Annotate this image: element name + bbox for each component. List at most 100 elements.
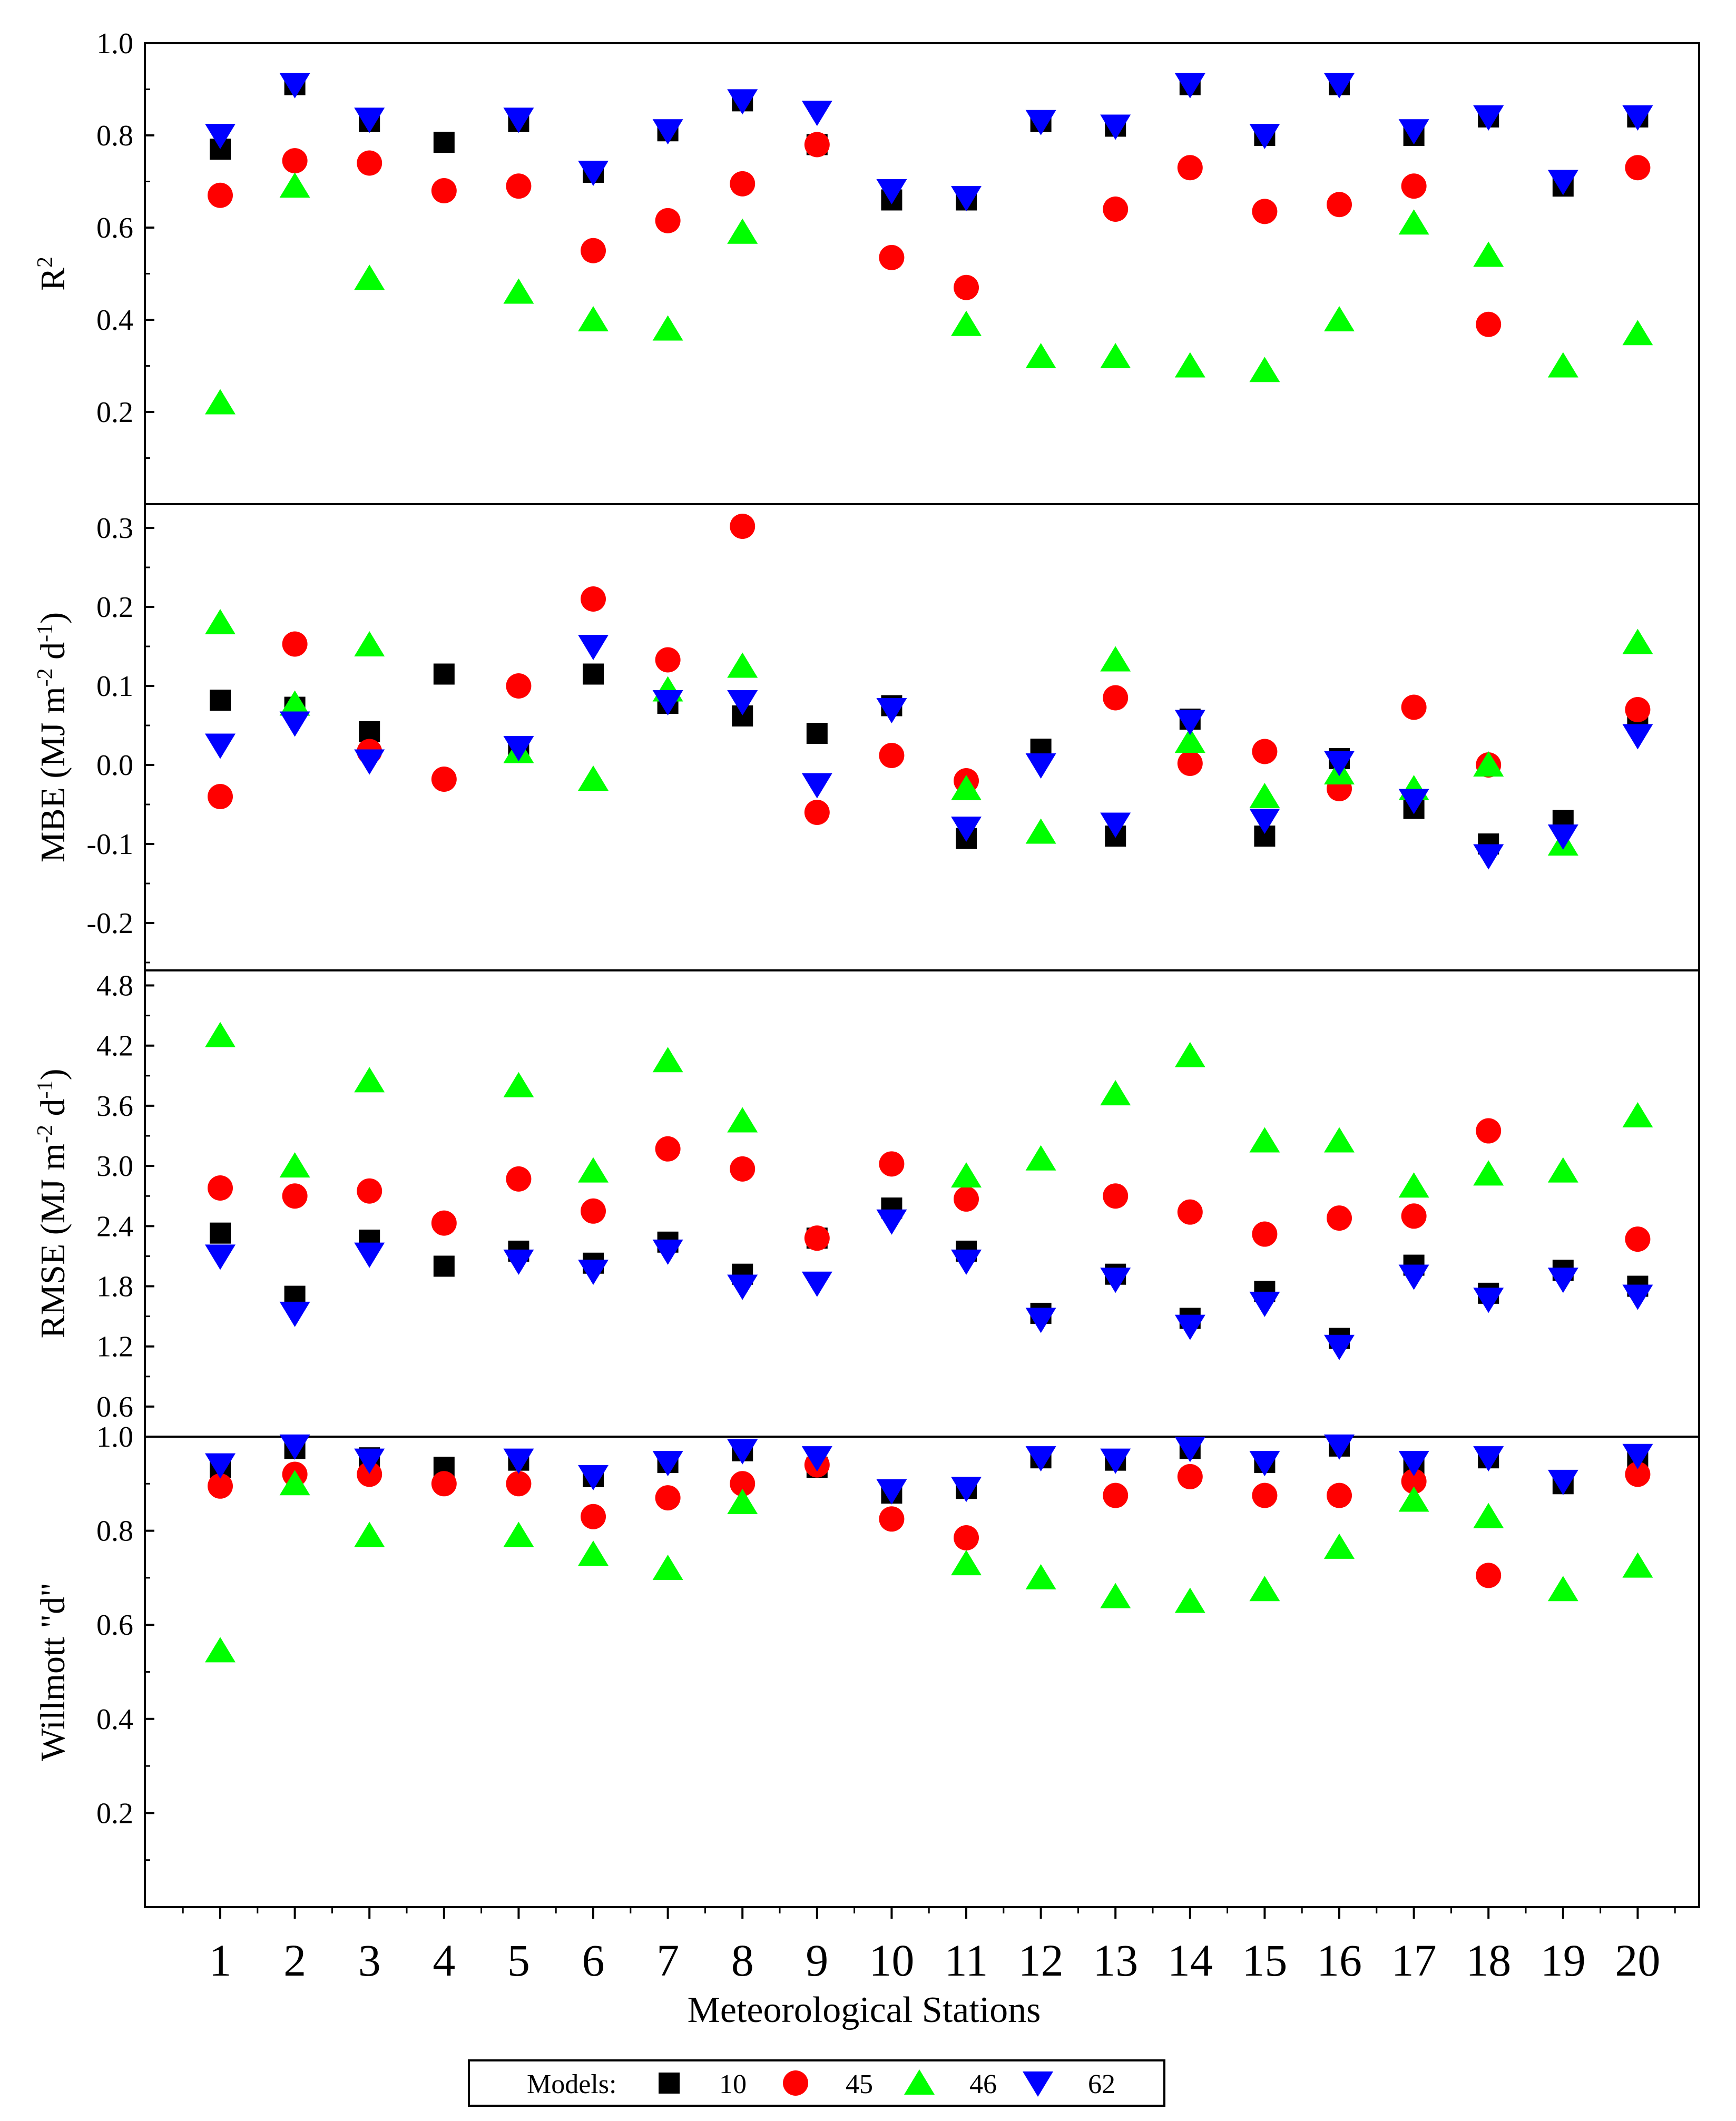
point-model-46-station-7 — [652, 315, 683, 341]
legend-box — [468, 2059, 1165, 2107]
y-tick-label: 0.2 — [96, 1797, 133, 1830]
point-model-46-station-15 — [1249, 357, 1280, 382]
panel-frame — [144, 1436, 1700, 1908]
point-model-62-station-11 — [951, 1477, 982, 1503]
point-model-45-station-15 — [1252, 1482, 1278, 1508]
point-model-45-station-7 — [655, 1485, 681, 1511]
series-62 — [205, 1209, 1653, 1360]
point-model-46-station-19 — [1547, 352, 1578, 378]
point-model-62-station-13 — [1100, 1268, 1131, 1293]
point-model-45-station-14 — [1177, 155, 1203, 181]
point-model-45-station-4 — [431, 767, 457, 792]
legend-title: Models: — [527, 2069, 616, 2099]
x-axis-label: Meteorological Stations — [688, 1990, 1041, 2030]
point-model-62-station-9 — [801, 1446, 832, 1472]
point-model-62-station-10 — [876, 1479, 907, 1505]
point-model-62-station-14 — [1174, 1437, 1205, 1462]
point-model-46-station-2 — [279, 1470, 310, 1496]
y-tick-label: 0.1 — [96, 670, 133, 703]
series-46 — [205, 1022, 1653, 1198]
point-model-62-station-1 — [205, 1453, 236, 1479]
point-model-45-station-1 — [208, 1473, 233, 1499]
point-model-62-station-19 — [1547, 170, 1578, 195]
point-model-45-station-13 — [1103, 685, 1129, 711]
point-model-46-station-12 — [1025, 818, 1056, 844]
point-model-62-station-3 — [354, 1242, 385, 1268]
point-model-62-station-13 — [1100, 114, 1131, 140]
point-model-62-station-20 — [1622, 1444, 1653, 1469]
x-tick-label: 10 — [869, 1935, 914, 1986]
point-model-45-station-16 — [1327, 1482, 1352, 1508]
point-model-45-station-1 — [208, 784, 233, 809]
point-model-46-station-11 — [951, 1550, 982, 1576]
point-model-62-station-9 — [801, 1271, 832, 1297]
y-tick-label: 0.0 — [96, 749, 133, 782]
point-model-46-station-8 — [727, 652, 758, 678]
x-tick-label: 16 — [1317, 1935, 1362, 1986]
point-model-62-station-18 — [1473, 1446, 1504, 1472]
point-model-45-station-2 — [282, 1183, 308, 1209]
point-model-45-station-17 — [1401, 694, 1427, 720]
point-model-10-station-4 — [433, 663, 455, 685]
point-model-45-station-7 — [655, 208, 681, 233]
x-tick-label: 13 — [1093, 1935, 1138, 1986]
point-model-46-station-8 — [727, 1489, 758, 1515]
point-model-46-station-13 — [1100, 1080, 1131, 1106]
y-axis-label-rmse: RMSE (MJ m-2 d-1) — [33, 1069, 72, 1339]
point-model-46-station-11 — [951, 775, 982, 800]
legend-entry-46: 46 — [904, 2069, 997, 2099]
x-tick-label: 19 — [1541, 1935, 1586, 1986]
point-model-62-station-6 — [578, 1259, 609, 1285]
panels: 0.2 0.4 0.6 0.8 1.0 R2 -0.2 -0.1 0.0 0.1 0.2 0.3 MBE… — [33, 27, 1700, 1908]
point-model-62-station-6 — [578, 161, 609, 186]
point-model-46-station-17 — [1398, 209, 1429, 235]
panel-mbe: -0.2 -0.1 0.0 0.1 0.2 0.3 MBE (MJ m-2 d-1) — [33, 503, 1700, 971]
point-model-62-station-3 — [354, 749, 385, 775]
point-model-62-station-9 — [801, 773, 832, 799]
legend-label-62: 62 — [1088, 2069, 1115, 2099]
y-tick-label: 0.2 — [96, 591, 133, 624]
y-tick-label: 1.8 — [96, 1271, 133, 1303]
series-10 — [210, 1197, 1649, 1349]
point-model-62-station-7 — [652, 1451, 683, 1477]
point-model-62-station-17 — [1398, 119, 1429, 145]
point-model-45-station-9 — [804, 1225, 830, 1251]
point-model-10-station-1 — [210, 690, 231, 711]
point-model-62-station-3 — [354, 107, 385, 133]
series-62 — [205, 73, 1653, 212]
point-model-45-station-7 — [655, 1136, 681, 1162]
series-45 — [208, 132, 1651, 337]
point-model-45-station-8 — [730, 514, 756, 539]
point-model-45-station-5 — [506, 1166, 532, 1192]
y-tick-label: 0.6 — [96, 1391, 133, 1423]
point-model-10-station-1 — [210, 1222, 231, 1244]
y-tick-label: 0.4 — [96, 304, 133, 337]
series-46 — [205, 609, 1653, 856]
point-model-46-station-13 — [1100, 343, 1131, 368]
point-model-46-station-8 — [727, 1107, 758, 1133]
point-model-62-station-1 — [205, 124, 236, 149]
y-axis-label-willmott: Willmott "d" — [34, 1583, 72, 1761]
point-model-62-station-16 — [1324, 1434, 1355, 1460]
y-tick-label: 3.0 — [96, 1150, 133, 1183]
point-model-45-station-20 — [1625, 1226, 1651, 1252]
point-model-62-station-18 — [1473, 1288, 1504, 1313]
series-10 — [210, 74, 1649, 211]
point-model-62-station-8 — [727, 1274, 758, 1300]
legend-entry-10: 10 — [659, 2069, 747, 2099]
point-model-45-station-1 — [208, 182, 233, 208]
point-model-62-station-5 — [503, 1249, 534, 1275]
point-model-62-station-19 — [1547, 824, 1578, 850]
point-model-62-station-12 — [1025, 1446, 1056, 1472]
point-model-46-station-1 — [205, 1637, 236, 1663]
point-model-62-station-5 — [503, 1448, 534, 1474]
point-model-62-station-11 — [951, 1249, 982, 1275]
point-model-62-station-8 — [727, 89, 758, 115]
point-model-45-station-10 — [879, 244, 905, 270]
point-model-62-station-12 — [1025, 1308, 1056, 1333]
point-model-46-station-16 — [1324, 1127, 1355, 1153]
point-model-46-station-3 — [354, 1067, 385, 1093]
point-model-46-station-2 — [279, 1152, 310, 1178]
point-model-45-station-20 — [1625, 155, 1651, 181]
point-model-46-station-5 — [503, 1072, 534, 1097]
